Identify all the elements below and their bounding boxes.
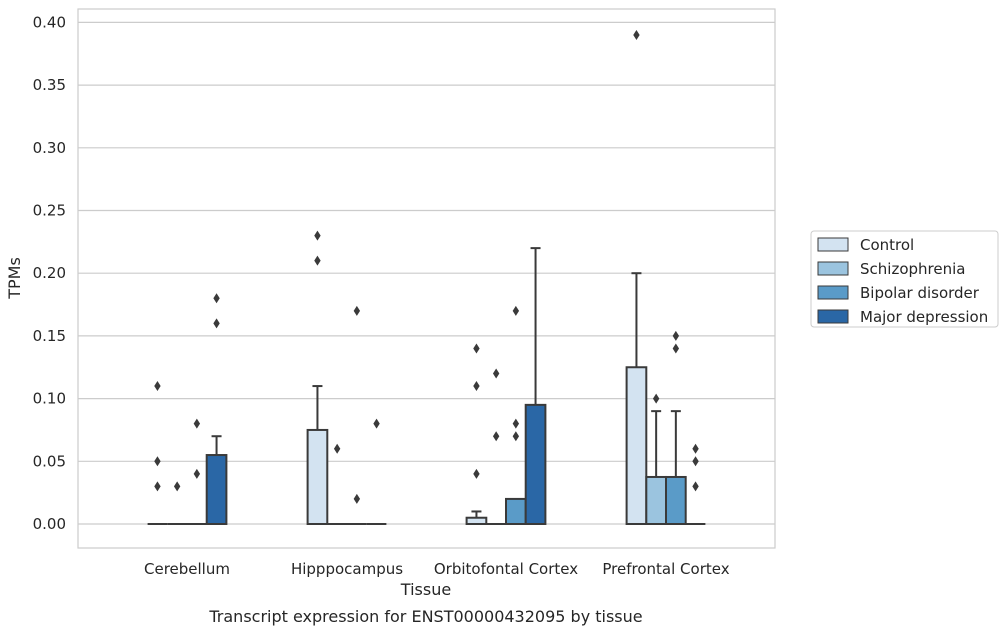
box-series bbox=[147, 247, 706, 526]
legend-label: Control bbox=[860, 236, 914, 254]
outlier-point bbox=[333, 443, 341, 454]
outlier-point bbox=[373, 418, 380, 429]
outlier-point bbox=[512, 418, 520, 429]
outlier-point bbox=[193, 468, 201, 479]
outlier-point bbox=[314, 230, 321, 241]
box-2-0 bbox=[465, 510, 488, 525]
outlier-point bbox=[672, 330, 680, 341]
y-tick-label: 0.05 bbox=[33, 452, 66, 470]
x-axis-ticks: Cerebellum Hipppocampus Orbitofontal Corte… bbox=[144, 560, 730, 578]
legend-label: Major depression bbox=[860, 308, 988, 326]
legend-label: Bipolar disorder bbox=[860, 284, 980, 302]
legend-swatch bbox=[817, 237, 849, 252]
outlier-point bbox=[213, 293, 220, 304]
y-tick-label: 0.00 bbox=[33, 515, 66, 533]
outlier-point bbox=[652, 393, 660, 404]
box-3-2 bbox=[665, 410, 687, 526]
outlier-point bbox=[492, 431, 500, 442]
outlier-point bbox=[512, 305, 520, 316]
outlier-point bbox=[353, 493, 361, 504]
legend-label: Schizophrenia bbox=[860, 260, 965, 278]
outlier-point bbox=[473, 343, 480, 354]
outlier-point bbox=[314, 255, 321, 266]
box-0-3 bbox=[205, 435, 228, 525]
y-axis-ticks: 0.00 0.05 0.10 0.15 0.20 0.25 0.30 0.35 0.40 bbox=[33, 13, 66, 533]
outlier-point bbox=[633, 29, 640, 40]
legend-swatch bbox=[817, 285, 849, 300]
outlier-point bbox=[353, 305, 361, 316]
outlier-point bbox=[173, 481, 181, 492]
y-tick-label: 0.40 bbox=[33, 13, 66, 31]
outlier-point bbox=[672, 343, 680, 354]
x-axis-label: Tissue bbox=[400, 580, 451, 599]
y-axis-label: TPMs bbox=[5, 257, 24, 300]
legend-swatch bbox=[817, 261, 849, 276]
box-3-0 bbox=[625, 272, 648, 525]
outlier-points bbox=[154, 29, 699, 504]
box-1-0 bbox=[306, 385, 329, 526]
outlier-point bbox=[692, 456, 699, 467]
box-body bbox=[205, 454, 228, 525]
legend-swatch bbox=[817, 309, 849, 324]
legend-frame bbox=[810, 230, 999, 328]
outlier-point bbox=[692, 443, 699, 454]
box-body bbox=[625, 366, 648, 525]
outlier-point bbox=[473, 468, 480, 479]
chart-caption: Transcript expression for ENST0000043209… bbox=[208, 607, 642, 626]
outlier-point bbox=[692, 481, 699, 492]
box-body bbox=[665, 475, 687, 526]
y-tick-label: 0.35 bbox=[33, 76, 66, 94]
plot-area bbox=[77, 8, 776, 549]
legend: Control Schizophrenia Bipolar disorder Majo… bbox=[810, 230, 999, 328]
y-tick-label: 0.30 bbox=[33, 139, 66, 157]
box-body bbox=[645, 475, 667, 526]
y-tick-label: 0.15 bbox=[33, 327, 66, 345]
y-tick-label: 0.25 bbox=[33, 202, 66, 220]
y-tick-label: 0.10 bbox=[33, 390, 66, 408]
outlier-point bbox=[154, 381, 161, 392]
outlier-point bbox=[213, 318, 220, 329]
outlier-point bbox=[473, 381, 480, 392]
box-body bbox=[524, 403, 547, 525]
outlier-point bbox=[154, 456, 161, 467]
outlier-point bbox=[193, 418, 201, 429]
box-2-3 bbox=[524, 247, 547, 525]
box-3-1 bbox=[645, 410, 667, 526]
box-2-2 bbox=[505, 497, 527, 526]
box-body bbox=[505, 497, 527, 526]
outlier-point bbox=[492, 368, 500, 379]
outlier-point bbox=[512, 431, 520, 442]
x-tick-label: Cerebellum bbox=[144, 560, 230, 578]
y-tick-label: 0.20 bbox=[33, 264, 66, 282]
outlier-point bbox=[154, 481, 161, 492]
grid-lines bbox=[78, 21, 775, 525]
x-tick-label: Prefrontal Cortex bbox=[602, 560, 729, 578]
box-body bbox=[306, 428, 329, 526]
x-tick-label: Orbitofontal Cortex bbox=[434, 560, 578, 578]
x-tick-label: Hipppocampus bbox=[291, 560, 403, 578]
